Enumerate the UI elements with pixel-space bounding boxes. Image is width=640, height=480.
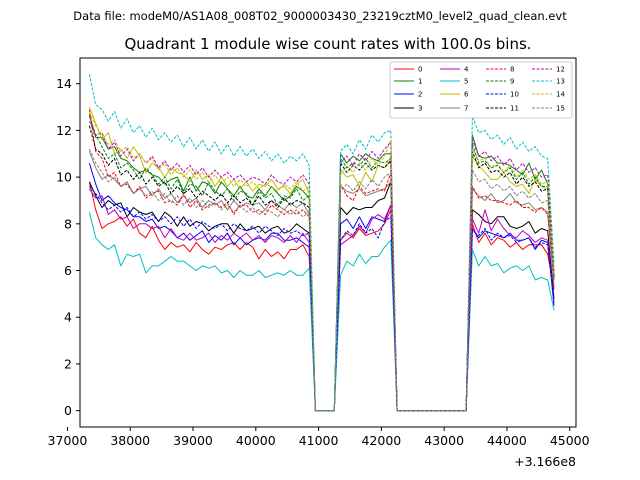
series-line-15 [88, 148, 555, 412]
legend-label-11: 11 [510, 105, 519, 113]
y-tick-label: 10 [56, 170, 72, 185]
legend-label-5: 5 [464, 78, 468, 86]
x-tick-label: 44000 [487, 433, 527, 448]
legend-label-4: 4 [464, 66, 469, 74]
y-tick-label: 14 [56, 76, 72, 91]
x-tick-label: 41000 [299, 433, 339, 448]
legend-label-1: 1 [418, 78, 422, 86]
plot-frame [79, 57, 577, 428]
x-tick-label: 38000 [110, 433, 150, 448]
y-axis-ticks: 0 2 4 6 8 10 12 14 [56, 76, 80, 418]
y-tick-label: 12 [56, 123, 72, 138]
y-tick-label: 0 [64, 403, 72, 418]
y-tick-label: 4 [64, 310, 72, 325]
x-tick-label: 42000 [361, 433, 401, 448]
legend-label-10: 10 [510, 91, 519, 99]
legend-label-8: 8 [510, 66, 514, 74]
y-tick-label: 6 [64, 263, 72, 278]
legend-label-3: 3 [418, 105, 422, 113]
legend-label-14: 14 [556, 91, 565, 99]
y-tick-label: 8 [64, 216, 72, 231]
series-line-10 [89, 186, 555, 412]
legend-label-7: 7 [464, 105, 468, 113]
legend-label-12: 12 [556, 66, 565, 74]
y-tick-label: 2 [64, 356, 72, 371]
legend-label-0: 0 [418, 66, 422, 74]
legend-label-2: 2 [418, 91, 422, 99]
legend-label-6: 6 [464, 91, 469, 99]
x-axis-ticks: 37000 38000 39000 40000 41000 42000 43000 44000… [48, 427, 590, 448]
x-tick-label: 37000 [48, 433, 88, 448]
x-tick-label: 45000 [550, 433, 590, 448]
x-tick-label: 39000 [173, 433, 213, 448]
x-offset-label: +3.166e8 [514, 454, 576, 469]
legend-label-13: 13 [556, 78, 565, 86]
plot-lines [88, 74, 555, 412]
x-tick-label: 40000 [236, 433, 276, 448]
series-line-9 [88, 120, 555, 412]
legend-box [389, 61, 573, 119]
x-tick-label: 43000 [424, 433, 464, 448]
suptitle: Data file: modeM0/AS1A08_008T02_90000034… [73, 9, 567, 23]
legend-label-9: 9 [510, 78, 514, 86]
series-line-14 [88, 111, 555, 412]
legend-label-15: 15 [556, 105, 565, 113]
chart-title: Quadrant 1 module wise count rates with … [124, 35, 531, 53]
